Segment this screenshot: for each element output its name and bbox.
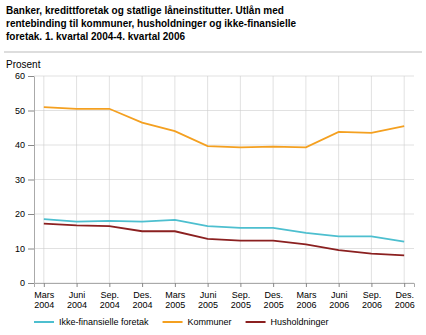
y-axis: 0 10 20 30 40 50 60 (15, 71, 35, 288)
y-tick-mark (28, 76, 34, 77)
x-tick: Sep.2004 (100, 283, 120, 310)
x-tick: Juni2005 (198, 283, 218, 310)
x-tick-mark (109, 283, 110, 287)
grid-line-x (371, 76, 372, 283)
y-tick: 40 (15, 140, 34, 150)
y-label: Prosent (6, 59, 41, 70)
series-line (44, 224, 404, 256)
x-tick-mark (44, 283, 45, 287)
x-tick-label: Mars2004 (34, 290, 55, 310)
legend-swatch (163, 321, 183, 323)
x-tick: Des.2005 (264, 283, 284, 310)
grid-line-x (338, 76, 339, 283)
separator (4, 52, 422, 53)
x-tick-label: Sep.2005 (231, 290, 251, 310)
y-tick: 20 (15, 209, 34, 219)
grid-line-y (34, 179, 414, 180)
x-tick: Juni2006 (329, 283, 349, 310)
legend-item: Kommuner (163, 317, 232, 327)
x-tick: Sep.2006 (362, 283, 382, 310)
grid-line-y (34, 76, 414, 77)
x-tick: Mars2004 (34, 283, 55, 310)
x-tick-label: Juni2004 (67, 290, 87, 310)
series-lines (44, 107, 404, 255)
legend-item: Husholdninger (246, 317, 329, 327)
y-tick-mark (28, 283, 34, 284)
chart: Banker, kredittforetak og statlige lånei… (0, 0, 426, 335)
x-tick: Mars2005 (165, 283, 186, 310)
series-line (44, 219, 404, 241)
x-tick: Sep.2005 (231, 283, 251, 310)
grid-line-x (142, 76, 143, 283)
x-axis-line (35, 284, 415, 288)
y-tick: 30 (15, 175, 34, 185)
legend-label: Ikke-finansielle foretak (59, 317, 149, 327)
y-tick-mark (28, 180, 34, 181)
y-tick-mark (28, 214, 34, 215)
y-axis-line (34, 77, 35, 284)
y-tick-label: 20 (15, 209, 25, 219)
y-tick-label: 30 (15, 175, 25, 185)
grid-line-y (34, 145, 414, 146)
x-tick-label: Mars2005 (165, 290, 186, 310)
y-tick-mark (28, 145, 34, 146)
y-tick-mark (28, 249, 34, 250)
grid-line-x (305, 76, 306, 283)
x-tick-label: Juni2006 (329, 290, 349, 310)
series-line (44, 107, 404, 147)
legend-label: Husholdninger (271, 317, 329, 327)
y-tick: 60 (15, 71, 34, 81)
legend-swatch (34, 321, 54, 323)
x-tick-mark (273, 283, 274, 287)
x-tick-mark (175, 283, 176, 287)
grid-line-x (404, 76, 405, 283)
grid-line-x (76, 76, 77, 283)
x-tick: Mars2006 (296, 283, 317, 310)
x-axis: Mars2004 Juni2004 Sep.2004 Des.2004 Mars2005… (34, 283, 414, 310)
title: Banker, kredittforetak og statlige lånei… (6, 5, 296, 42)
grid (34, 76, 414, 283)
y-tick-label: 10 (15, 244, 25, 254)
plot: 0 10 20 30 40 50 60 Mars2004 Juni2004 Sep.2004 Des… (15, 71, 415, 310)
grid-line-x (273, 76, 274, 283)
legend-label: Kommuner (188, 317, 232, 327)
y-tick-label: 40 (15, 140, 25, 150)
y-tick-label: 60 (15, 71, 25, 81)
grid-line-x (174, 76, 175, 283)
x-tick-label: Des.2006 (395, 290, 415, 310)
grid-line-y (34, 248, 414, 249)
grid-line-y (34, 214, 414, 215)
x-tick-mark (371, 283, 372, 287)
x-tick-mark (240, 283, 241, 287)
y-tick-label: 0 (20, 278, 25, 288)
x-tick: Des.2004 (133, 283, 153, 310)
grid-line-x (240, 76, 241, 283)
x-tick-mark (208, 283, 209, 287)
legend: Ikke-finansielle foretak Kommuner Husholdn… (34, 317, 329, 327)
grid-line-x (109, 76, 110, 283)
legend-item: Ikke-finansielle foretak (34, 317, 149, 327)
grid-line-x (207, 76, 208, 283)
x-tick-label: Mars2006 (296, 290, 317, 310)
x-tick-label: Des.2005 (264, 290, 284, 310)
y-tick: 0 (20, 278, 34, 288)
x-tick-mark (404, 283, 405, 287)
legend-swatch (246, 321, 266, 323)
grid-line-y (34, 110, 414, 111)
x-tick-label: Des.2004 (133, 290, 153, 310)
x-tick-label: Sep.2004 (100, 290, 120, 310)
y-tick: 10 (15, 244, 34, 254)
y-tick-label: 50 (15, 106, 25, 116)
x-tick-mark (306, 283, 307, 287)
x-tick: Des.2006 (395, 283, 415, 310)
x-tick-label: Sep.2006 (362, 290, 382, 310)
x-tick-mark (142, 283, 143, 287)
x-tick: Juni2004 (67, 283, 87, 310)
y-tick-mark (28, 111, 34, 112)
x-tick-mark (339, 283, 340, 287)
x-tick-label: Juni2005 (198, 290, 218, 310)
y-tick: 50 (15, 106, 34, 116)
x-tick-mark (77, 283, 78, 287)
